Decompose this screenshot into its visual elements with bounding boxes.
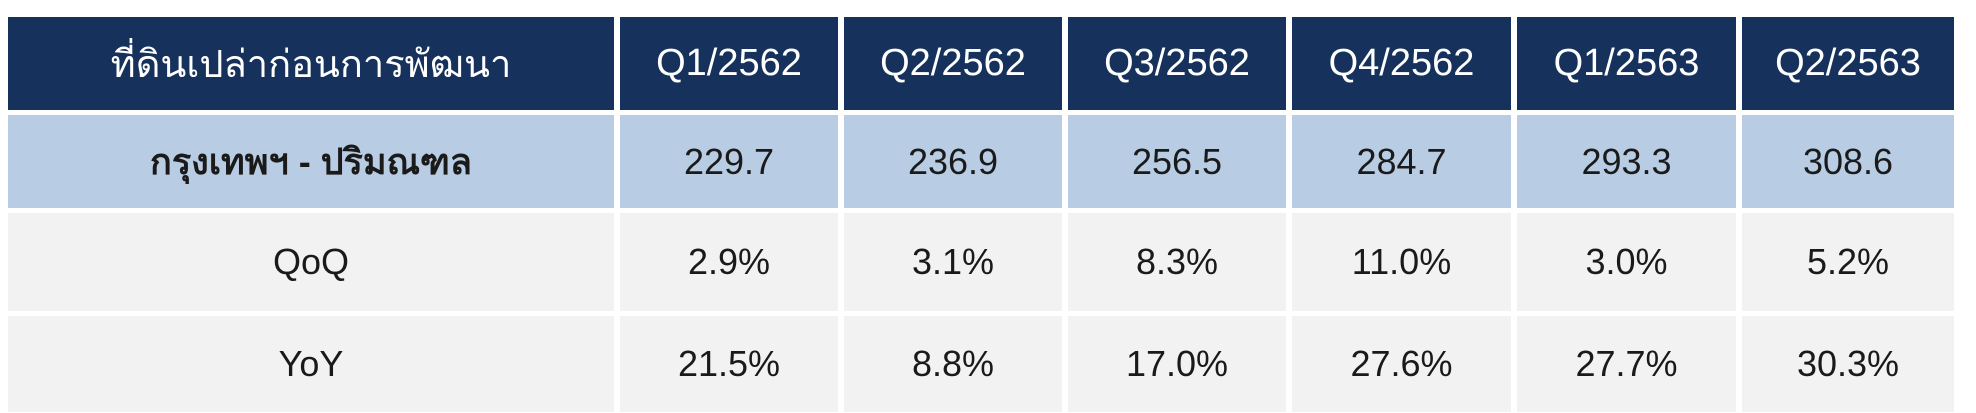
table-cell: 2.9%: [620, 213, 838, 311]
table-cell: 27.7%: [1517, 316, 1736, 412]
header-cell-q2-2563: Q2/2563: [1742, 17, 1954, 110]
table-cell: 8.8%: [844, 316, 1062, 412]
table-cell: 27.6%: [1292, 316, 1511, 412]
table-cell: 236.9: [844, 115, 1062, 208]
row-label-bangkok-vicinity: กรุงเทพฯ - ปริมณฑล: [8, 115, 614, 208]
table-cell: 8.3%: [1068, 213, 1286, 311]
table-cell: 284.7: [1292, 115, 1511, 208]
data-table: ที่ดินเปล่าก่อนการพัฒนา Q1/2562 Q2/2562 …: [8, 17, 1966, 412]
header-cell-q1-2563: Q1/2563: [1517, 17, 1736, 110]
table-cell: 17.0%: [1068, 316, 1286, 412]
table-cell: 229.7: [620, 115, 838, 208]
table-cell: 293.3: [1517, 115, 1736, 208]
row-label-yoy: YoY: [8, 316, 614, 412]
header-cell-q3-2562: Q3/2562: [1068, 17, 1286, 110]
header-cell-q1-2562: Q1/2562: [620, 17, 838, 110]
header-cell-q2-2562: Q2/2562: [844, 17, 1062, 110]
table-cell: 256.5: [1068, 115, 1286, 208]
header-cell-q4-2562: Q4/2562: [1292, 17, 1511, 110]
table-cell: 3.0%: [1517, 213, 1736, 311]
row-label-qoq: QoQ: [8, 213, 614, 311]
table-cell: 308.6: [1742, 115, 1954, 208]
header-cell-category: ที่ดินเปล่าก่อนการพัฒนา: [8, 17, 614, 110]
table-cell: 21.5%: [620, 316, 838, 412]
table-cell: 3.1%: [844, 213, 1062, 311]
table-cell: 5.2%: [1742, 213, 1954, 311]
table-cell: 30.3%: [1742, 316, 1954, 412]
table-cell: 11.0%: [1292, 213, 1511, 311]
